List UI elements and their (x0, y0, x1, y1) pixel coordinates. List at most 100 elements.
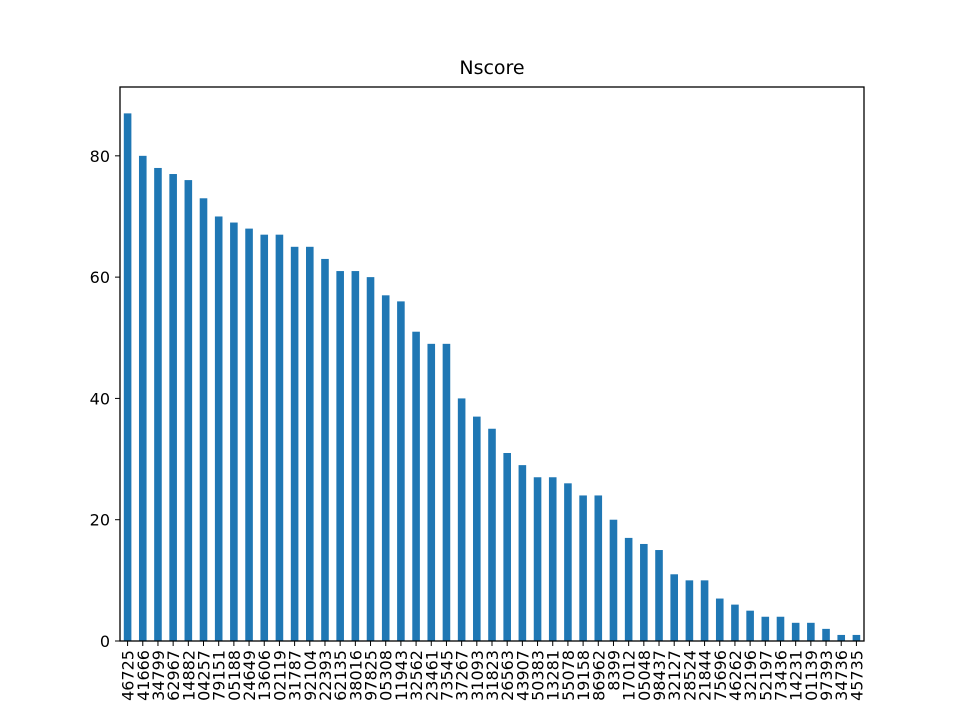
bar-41666 (138, 155, 147, 641)
x-tick-label: 97825 (362, 650, 381, 701)
x-tick-label: 45735 (847, 650, 866, 701)
bar-38016 (351, 271, 360, 641)
x-tick-label: 43907 (513, 650, 532, 701)
x-tick-label: 32196 (741, 650, 760, 701)
x-tick-label: 75696 (711, 650, 730, 701)
bar-73545 (442, 343, 451, 641)
bar-19158 (579, 495, 587, 641)
y-axis: 0 20 40 60 80 (90, 147, 120, 651)
x-tick-label: 62967 (164, 650, 183, 701)
x-tick-label: 34799 (149, 650, 168, 701)
bar-31787 (290, 246, 299, 641)
x-tick-label: 13606 (255, 650, 274, 701)
bar-01139 (807, 622, 815, 641)
chart-title: Nscore (459, 57, 524, 79)
bar-46262 (731, 604, 739, 641)
bar-97825 (366, 277, 375, 641)
x-tick-label: 38016 (346, 650, 365, 701)
plot-frame (119, 86, 865, 642)
bar-26563 (503, 452, 511, 641)
bar-11943 (397, 301, 405, 641)
x-tick-label: 31823 (483, 650, 502, 701)
x-tick-label: 52197 (756, 650, 775, 701)
x-tick-label: 17012 (620, 650, 639, 701)
x-tick-label: 19158 (574, 650, 593, 701)
x-tick-label: 8399 (604, 650, 623, 691)
x-tick-label: 46725 (119, 650, 138, 701)
x-tick-label: 41666 (134, 650, 153, 701)
bar-52197 (761, 616, 770, 641)
bar-02119 (275, 234, 284, 642)
bar-21844 (700, 580, 709, 641)
bar-62135 (336, 271, 344, 641)
bar-14882 (184, 180, 193, 641)
x-tick-label: 14882 (179, 650, 198, 701)
x-tick-label: 26563 (498, 650, 517, 701)
bar-23461 (427, 343, 436, 641)
x-tick-label: 11943 (392, 650, 411, 701)
bar-98437 (655, 550, 663, 641)
bar-05188 (230, 222, 238, 641)
x-axis: 4672541666347996296714882042577915105188… (119, 641, 866, 701)
bar-17012 (624, 537, 633, 641)
x-tick-label: 46262 (726, 650, 745, 701)
bars-group (123, 113, 861, 642)
x-tick-label: 32127 (665, 650, 684, 701)
bar-79151 (214, 216, 223, 641)
x-tick-label: 28524 (680, 650, 699, 701)
bar-45735 (852, 634, 861, 641)
x-tick-label: 23461 (422, 650, 441, 701)
bar-46725 (123, 113, 132, 641)
x-tick-label: 31787 (286, 650, 305, 701)
bar-43907 (518, 465, 527, 641)
bar-05308 (381, 295, 390, 641)
x-tick-label: 55078 (559, 650, 578, 701)
x-tick-label: 32562 (407, 650, 426, 701)
x-tick-label: 02119 (270, 650, 289, 701)
bar-97393 (822, 628, 830, 641)
x-tick-label: 79151 (210, 650, 229, 701)
x-tick-label: 04257 (195, 650, 214, 701)
bar-28524 (685, 580, 694, 641)
bar-86962 (594, 495, 603, 641)
x-tick-label: 31093 (468, 650, 487, 701)
bar-32127 (670, 574, 678, 641)
x-tick-label: 92104 (301, 650, 320, 701)
x-tick-label: 14231 (787, 650, 806, 701)
x-tick-label: 05048 (635, 650, 654, 701)
bar-14231 (791, 622, 800, 641)
bar-31093 (473, 416, 481, 641)
y-tick-label: 0 (100, 632, 110, 651)
bar-34799 (154, 167, 162, 642)
x-tick-label: 22393 (316, 650, 335, 701)
x-tick-label: 62135 (331, 650, 350, 701)
x-tick-label: 98437 (650, 650, 669, 701)
y-tick-label: 40 (90, 389, 110, 408)
bar-22393 (321, 258, 329, 641)
x-tick-label: 73436 (771, 650, 790, 701)
bar-37267 (457, 398, 466, 641)
bar-32196 (746, 610, 754, 641)
bar-31823 (488, 428, 496, 641)
bar-13281 (548, 477, 557, 641)
x-tick-label: 73545 (437, 650, 456, 701)
bar-92104 (306, 246, 314, 641)
x-tick-label: 37267 (453, 650, 472, 701)
bar-50383 (533, 477, 542, 641)
x-tick-label: 34736 (832, 650, 851, 701)
bar-24649 (245, 228, 253, 641)
bar-75696 (715, 598, 724, 641)
x-tick-label: 21844 (696, 650, 715, 701)
x-tick-label: 24649 (240, 650, 259, 701)
y-tick-label: 20 (90, 511, 110, 530)
bar-34736 (837, 634, 846, 641)
x-tick-label: 50383 (529, 650, 548, 701)
bar-32562 (412, 331, 420, 641)
x-tick-label: 13281 (544, 650, 563, 701)
x-tick-label: 97393 (817, 650, 836, 701)
y-tick-label: 80 (90, 147, 110, 166)
bar-55078 (564, 483, 572, 641)
bar-04257 (199, 198, 208, 642)
